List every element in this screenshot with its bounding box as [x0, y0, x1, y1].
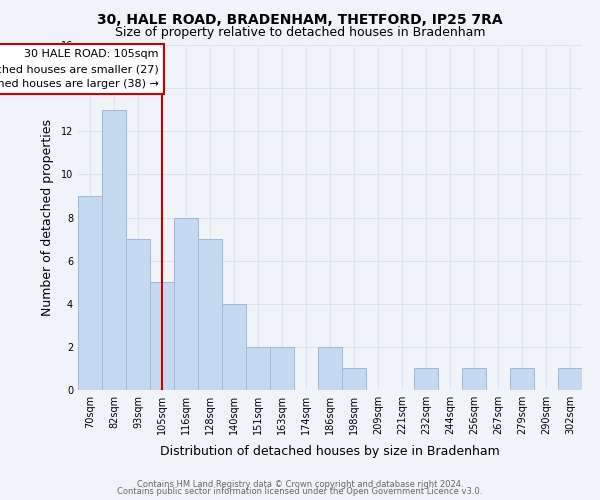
Bar [246, 347, 270, 390]
Text: Contains HM Land Registry data © Crown copyright and database right 2024.: Contains HM Land Registry data © Crown c… [137, 480, 463, 489]
Y-axis label: Number of detached properties: Number of detached properties [41, 119, 54, 316]
Bar [222, 304, 246, 390]
Bar [342, 368, 366, 390]
Bar [198, 239, 222, 390]
Bar [462, 368, 486, 390]
Text: Size of property relative to detached houses in Bradenham: Size of property relative to detached ho… [115, 26, 485, 39]
Text: 30 HALE ROAD: 105sqm
← 42% of detached houses are smaller (27)
58% of semi-detac: 30 HALE ROAD: 105sqm ← 42% of detached h… [0, 50, 158, 89]
Bar [150, 282, 174, 390]
X-axis label: Distribution of detached houses by size in Bradenham: Distribution of detached houses by size … [160, 446, 500, 458]
Bar [174, 218, 198, 390]
Bar [558, 368, 582, 390]
Bar [78, 196, 102, 390]
Bar [510, 368, 534, 390]
Bar [102, 110, 126, 390]
Bar [414, 368, 438, 390]
Bar [126, 239, 150, 390]
Bar [318, 347, 342, 390]
Bar [270, 347, 294, 390]
Text: 30, HALE ROAD, BRADENHAM, THETFORD, IP25 7RA: 30, HALE ROAD, BRADENHAM, THETFORD, IP25… [97, 12, 503, 26]
Text: Contains public sector information licensed under the Open Government Licence v3: Contains public sector information licen… [118, 487, 482, 496]
